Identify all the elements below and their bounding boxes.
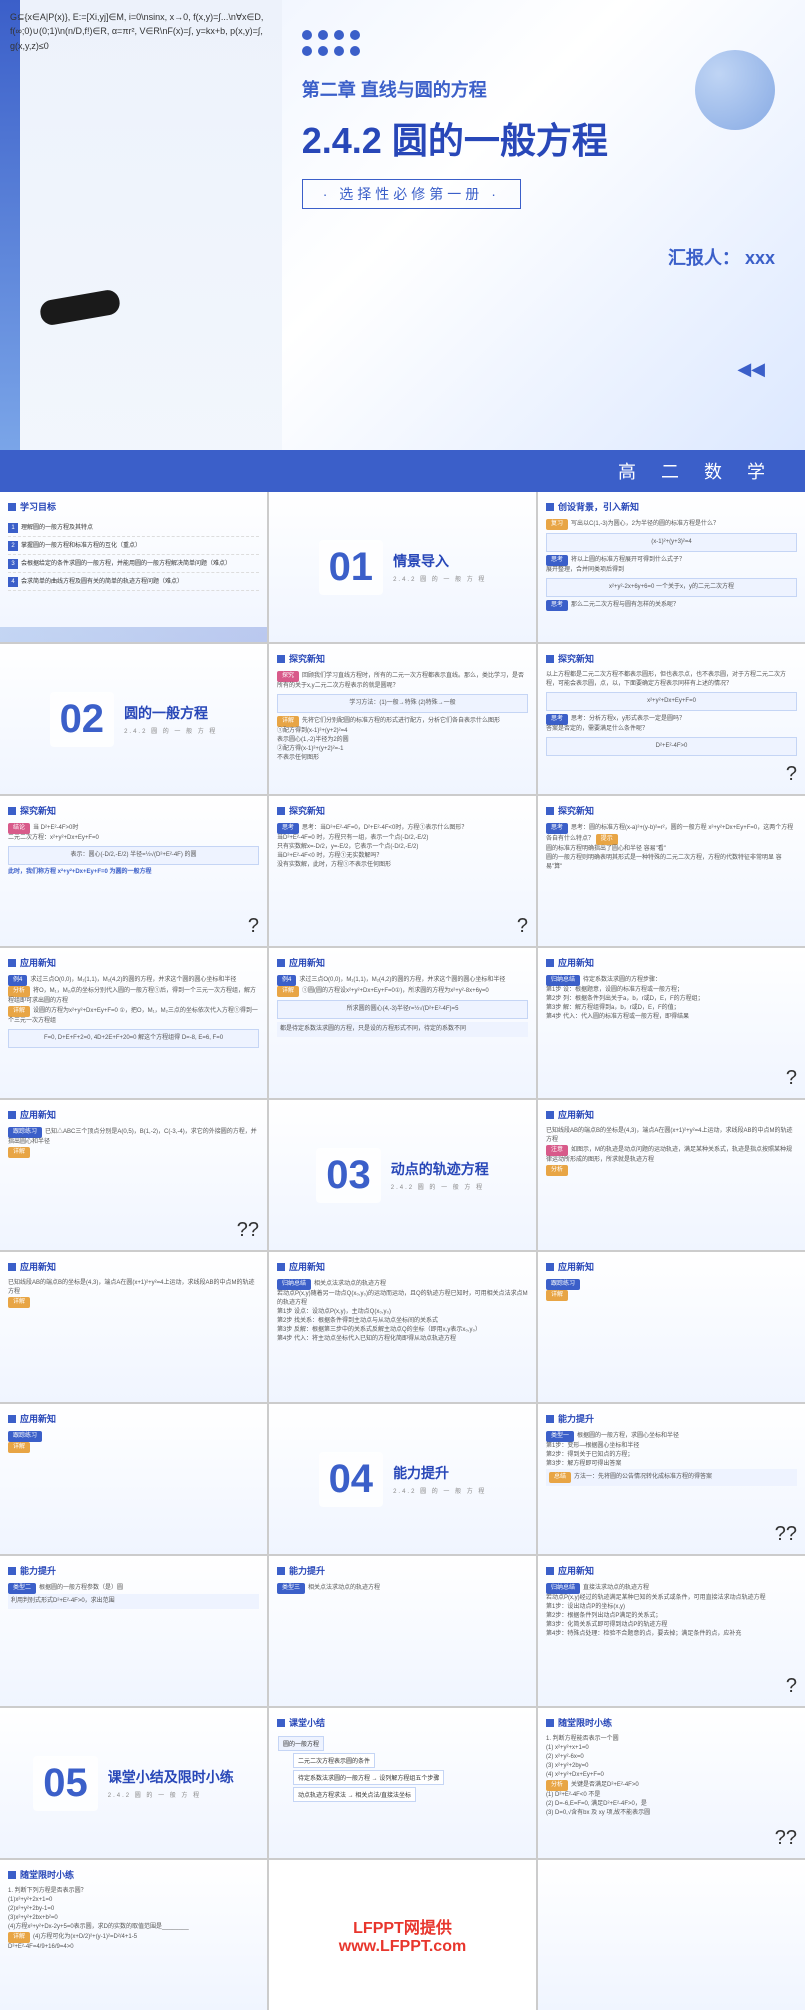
slide-apply-2: 应用新知 例4求过三点O(0,0)，M₁(1,1)，M₂(4,2)的圆的方程，并… <box>269 948 536 1098</box>
slide-apply-3: 应用新知 归纳总结待定系数法求圆的方程步骤： 第1步 设：根据题意，设圆的标准方… <box>538 948 805 1098</box>
slide-apply-6: 应用新知 已知线段AB的端点B的坐标是(4,3)，端点A在圆(x+1)²+y²=… <box>0 1252 267 1402</box>
question-mark-icon: ? <box>786 1067 797 1090</box>
question-mark-icon: ? <box>786 763 797 786</box>
slide-apply-1: 应用新知 例4求过三点O(0,0)，M₁(1,1)，M₂(4,2)的圆的方程，并… <box>0 948 267 1098</box>
watermark-line1: LFPPT网提供 <box>353 1914 452 1938</box>
presenter-name: xxx <box>745 248 775 268</box>
subtitle: · 选择性必修第一册 · <box>302 179 521 209</box>
formula-background: G⊆{x∈A|P(x)}, E:=[Xi,yj]∈M, i=0\nsinx, x… <box>10 10 272 390</box>
slide-title: 学习目标 <box>20 500 56 513</box>
slide-explore-3: 探究新知 结论当 D²+E²-4F>0时 二元二次方程：x²+y²+Dx+Ey+… <box>0 796 267 946</box>
nav-arrows-icon: ◀◀ <box>737 359 765 380</box>
slide-section-01: 01 情景导入 2.4.2 圆 的 一 般 方 程 <box>269 492 536 642</box>
sphere-decoration <box>695 50 775 130</box>
question-mark-icon: ? <box>248 915 259 938</box>
presenter-info: 汇报人： xxx <box>302 244 775 270</box>
hero-content: 第二章 直线与圆的方程 2.4.2 圆的一般方程 · 选择性必修第一册 · 汇报… <box>282 0 805 450</box>
question-mark-icon: ? <box>517 915 528 938</box>
slide-apply-8: 应用新知 跟踪练习 详解 <box>538 1252 805 1402</box>
slide-explore-4: 探究新知 思考思考：当D²+E²-4F=0，D²+E²-4F<0时，方程①表示什… <box>269 796 536 946</box>
slide-apply-9: 应用新知 跟踪练习 详解 <box>0 1404 267 1554</box>
slide-ability-2: 能力提升 类型二根据圆的一般方程参数（是）圆 利用判别式形式D²+E²-4F>0… <box>0 1556 267 1706</box>
main-title: 2.4.2 圆的一般方程 <box>302 112 775 164</box>
hero-footer: 高 二 数 学 <box>0 450 805 492</box>
slide-empty <box>538 1860 805 2010</box>
hero-slide: G⊆{x∈A|P(x)}, E:=[Xi,yj]∈M, i=0\nsinx, x… <box>0 0 805 450</box>
question-mark-icon: ?? <box>775 1523 797 1546</box>
slide-section-03: 03 动点的轨迹方程 2.4.2 圆 的 一 般 方 程 <box>269 1100 536 1250</box>
slide-practice-2: 随堂限时小练 1. 判断下列方程是否表示圆？ (1)x²+y²+2x+1=0 (… <box>0 1860 267 2010</box>
slide-practice-1: 随堂限时小练 1. 判断方程能否表示一个圆 (1) x²+y²+x+1=0 (2… <box>538 1708 805 1858</box>
slide-section-04: 04 能力提升 2.4.2 圆 的 一 般 方 程 <box>269 1404 536 1554</box>
slide-objectives: 学习目标 1理解圆的一般方程及其特点 2掌握圆的一般方程和标准方程的互化（重点）… <box>0 492 267 642</box>
slide-section-05: 05 课堂小结及限时小练 2.4.2 圆 的 一 般 方 程 <box>0 1708 267 1858</box>
watermark-line2: www.LFPPT.com <box>339 1938 466 1956</box>
slide-watermark: LFPPT网提供 www.LFPPT.com <box>269 1860 536 2010</box>
objectives-list: 1理解圆的一般方程及其特点 2掌握圆的一般方程和标准方程的互化（重点） 3会根据… <box>8 519 259 591</box>
hero-image-panel: G⊆{x∈A|P(x)}, E:=[Xi,yj]∈M, i=0\nsinx, x… <box>0 0 282 450</box>
section-number: 01 <box>319 540 384 595</box>
slide-intro: 创设背景，引入新知 复习写出以C(1,-3)为圆心，2为半径的圆的标准方程是什么… <box>538 492 805 642</box>
slide-summary: 课堂小结 圆的一般方程 二元二次方程表示圆的条件 待定系数法求圆的一般方程 → … <box>269 1708 536 1858</box>
slide-ability-1: 能力提升 类型一根据圆的一般方程，求圆心坐标和半径 第1步：变形—根据圆心坐标和… <box>538 1404 805 1554</box>
question-mark-icon: ?? <box>237 1219 259 1242</box>
slide-apply-10: 应用新知 归纳总结直接法求动点的轨迹方程 若动点P(x,y)经过的轨迹满足某种已… <box>538 1556 805 1706</box>
section-title: 情景导入 <box>393 551 486 571</box>
slide-explore-2: 探究新知 以上方程都是二元二次方程不都表示圆形，但也表示点，也不表示圆，对于方程… <box>538 644 805 794</box>
decorative-dots <box>302 30 775 56</box>
slides-grid: 学习目标 1理解圆的一般方程及其特点 2掌握圆的一般方程和标准方程的互化（重点）… <box>0 492 805 2010</box>
slide-apply-7: 应用新知 归纳总结相关点法求动点的轨迹方程 若动点P(x,y)随着另一动点Q(x… <box>269 1252 536 1402</box>
question-mark-icon: ? <box>786 1675 797 1698</box>
mindmap: 圆的一般方程 二元二次方程表示圆的条件 待定系数法求圆的一般方程 → 设列解方程… <box>277 1735 528 1803</box>
presenter-label: 汇报人： <box>668 248 740 268</box>
question-mark-icon: ?? <box>775 1827 797 1850</box>
slide-explore-1: 探究新知 探究回顾我们学习直线方程时，所有的二元一次方程都表示直线。那么，类比学… <box>269 644 536 794</box>
section-subtitle: 2.4.2 圆 的 一 般 方 程 <box>393 574 486 583</box>
slide-section-02: 02 圆的一般方程 2.4.2 圆 的 一 般 方 程 <box>0 644 267 794</box>
slide-explore-5: 探究新知 思考思考：圆的标准方程(x-a)²+(y-b)²=r²，圆的一般方程 … <box>538 796 805 946</box>
slide-apply-4: 应用新知 跟踪练习已知△ABC三个顶点分别是A(0,5)，B(1,-2)，C(-… <box>0 1100 267 1250</box>
slide-apply-5: 应用新知 已知线段AB的端点B的坐标是(4,3)，端点A在圆(x+1)²+y²=… <box>538 1100 805 1250</box>
slide-ability-3: 能力提升 类型三相关点法求动点的轨迹方程 <box>269 1556 536 1706</box>
